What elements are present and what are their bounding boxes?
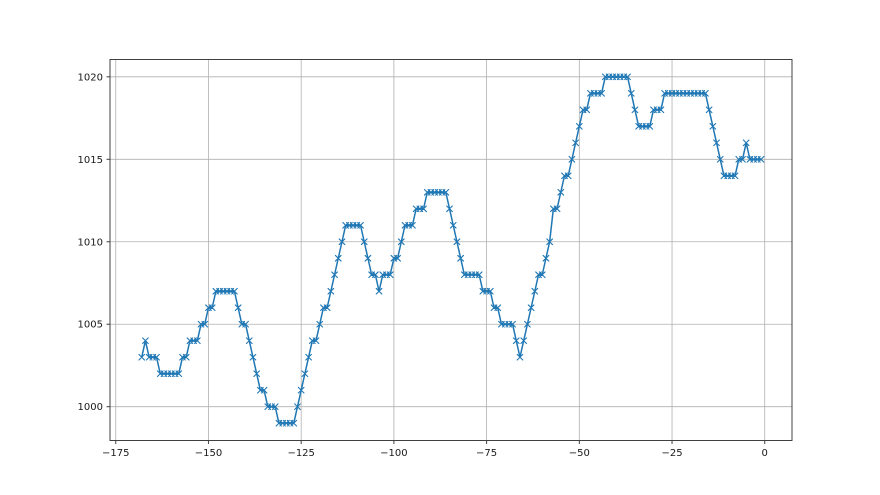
svg-text:−50: −50	[569, 448, 590, 459]
svg-text:−125: −125	[287, 448, 314, 459]
svg-text:1010: 1010	[78, 237, 103, 248]
svg-text:0: 0	[762, 448, 768, 459]
svg-text:1005: 1005	[78, 320, 103, 331]
svg-text:−100: −100	[380, 448, 407, 459]
svg-text:1015: 1015	[78, 155, 103, 166]
svg-text:1000: 1000	[78, 402, 103, 413]
svg-text:1020: 1020	[78, 72, 103, 83]
svg-text:−175: −175	[102, 448, 129, 459]
svg-text:−150: −150	[195, 448, 222, 459]
svg-text:−25: −25	[661, 448, 682, 459]
svg-text:−75: −75	[476, 448, 497, 459]
